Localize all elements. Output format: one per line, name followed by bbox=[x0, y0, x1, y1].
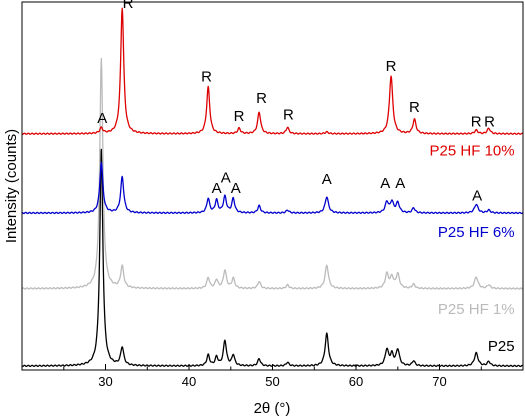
peak-annotation: A bbox=[221, 169, 231, 186]
x-axis-label: 2θ (°) bbox=[254, 400, 291, 417]
peak-annotation: R bbox=[386, 58, 397, 75]
series-label: P25 bbox=[488, 338, 515, 355]
series-line-p25-hf-6 bbox=[21, 161, 524, 215]
peak-annotation: A bbox=[97, 110, 107, 127]
peak-annotation: R bbox=[471, 114, 482, 131]
peak-annotation: A bbox=[395, 175, 405, 192]
x-tick-label: 30 bbox=[98, 374, 112, 389]
x-axis-ticks: 30 40 50 60 70 bbox=[63, 364, 482, 389]
peak-annotation: A bbox=[212, 180, 222, 197]
peak-annotation: R bbox=[123, 0, 134, 12]
series-line-p25-hf-1 bbox=[21, 57, 524, 290]
x-tick-label: 70 bbox=[432, 374, 446, 389]
peak-annotation: A bbox=[322, 171, 332, 188]
y-axis-label: Intensity (counts) bbox=[3, 129, 20, 243]
x-tick-label: 60 bbox=[349, 374, 363, 389]
peak-annotation: R bbox=[283, 106, 294, 123]
peak-annotation: R bbox=[484, 114, 495, 131]
x-tick-label: 50 bbox=[265, 374, 279, 389]
peak-annotation: A bbox=[380, 175, 390, 192]
peak-annotation: R bbox=[409, 99, 420, 116]
peak-annotation: R bbox=[234, 108, 245, 125]
series-label-layer: P25 HF 10% P25 HF 6% P25 HF 1% P25 bbox=[430, 142, 515, 355]
series-label: P25 HF 10% bbox=[430, 142, 515, 159]
x-tick-label: 40 bbox=[182, 374, 196, 389]
series-line-p25-hf-10 bbox=[21, 7, 524, 135]
peak-annotation: R bbox=[256, 90, 267, 107]
series-label: P25 HF 1% bbox=[438, 301, 515, 318]
peak-annotation: R bbox=[201, 69, 212, 86]
peak-annotation: A bbox=[472, 187, 482, 204]
series-label: P25 HF 6% bbox=[438, 224, 515, 241]
peak-annotation: A bbox=[231, 180, 241, 197]
